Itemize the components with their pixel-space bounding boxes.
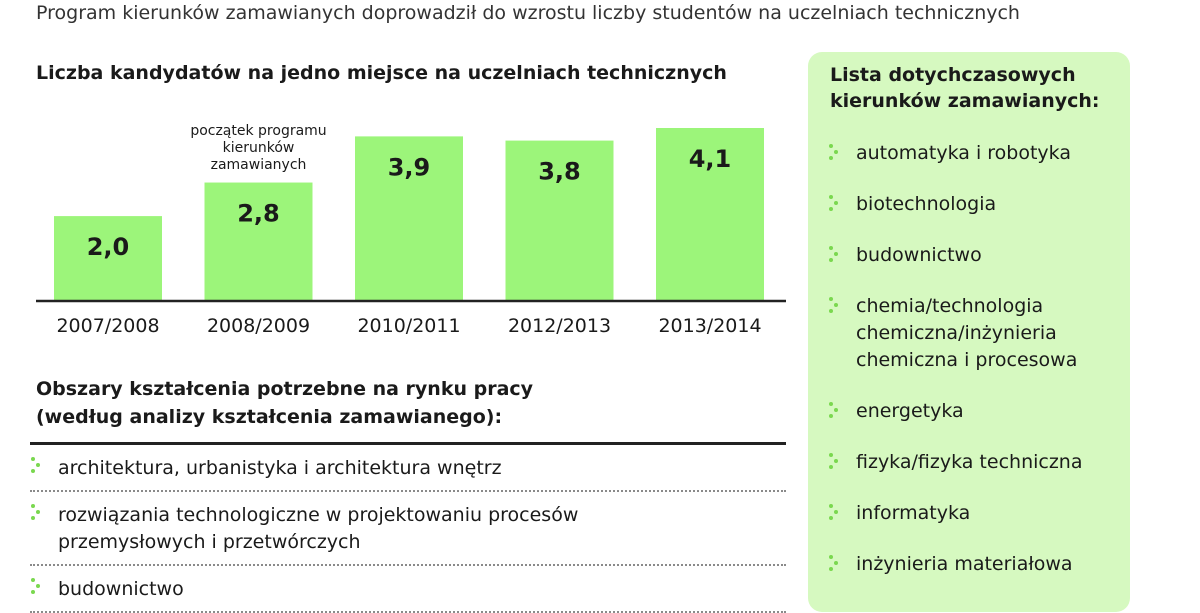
green-dotted-chevron-icon bbox=[828, 143, 842, 161]
green-dotted-chevron-icon bbox=[828, 401, 842, 419]
list-item: automatyka i robotyka bbox=[828, 140, 1128, 167]
side-title-line: kierunków zamawianych: bbox=[830, 90, 1100, 112]
list-item-text: rozwiązania technologiczne w projektowan… bbox=[58, 504, 579, 526]
x-tick-label: 2012/2013 bbox=[508, 315, 611, 337]
bar-value-label: 3,9 bbox=[388, 153, 431, 181]
list-item-text: energetyka bbox=[856, 400, 964, 422]
list-item-text: budownictwo bbox=[58, 578, 184, 600]
side-panel: Lista dotychczasowych kierunków zamawian… bbox=[808, 52, 1130, 612]
list-item-text: automatyka i robotyka bbox=[856, 142, 1071, 164]
list-item-text: informatyka bbox=[856, 502, 971, 524]
green-dotted-chevron-icon bbox=[30, 577, 44, 595]
side-panel-title: Lista dotychczasowych kierunków zamawian… bbox=[830, 62, 1130, 114]
list-item: biotechnologia bbox=[828, 191, 1128, 218]
page-headline: Program kierunków zamawianych doprowadzi… bbox=[36, 2, 1020, 24]
areas-title: Obszary kształcenia potrzebne na rynku p… bbox=[36, 375, 796, 431]
green-dotted-chevron-icon bbox=[828, 503, 842, 521]
x-tick-label: 2013/2014 bbox=[658, 315, 761, 337]
bar-value-label: 4,1 bbox=[689, 145, 732, 173]
side-title-line: Lista dotychczasowych bbox=[830, 64, 1076, 86]
areas-list: architektura, urbanistyka i architektura… bbox=[30, 445, 786, 613]
list-item: energetyka bbox=[828, 398, 1128, 425]
list-item: informatyka bbox=[828, 500, 1128, 527]
divider bbox=[30, 442, 786, 445]
list-item-text: chemiczna i procesowa bbox=[856, 349, 1078, 371]
list-item: chemia/technologia chemiczna/inżynieria ch… bbox=[828, 293, 1128, 374]
list-item-text: budownictwo bbox=[856, 244, 982, 266]
bar-chart: 2,0 2007/2008 2,8 2008/2009 3,9 2010/2011 3,8 2… bbox=[36, 123, 786, 337]
list-item-text: architektura, urbanistyka i architektura… bbox=[58, 457, 502, 479]
areas-title-line: Obszary kształcenia potrzebne na rynku p… bbox=[36, 378, 534, 400]
annotation-line: kierunków bbox=[223, 140, 295, 156]
areas-title-line: (według analizy kształcenia zamawianego)… bbox=[36, 406, 503, 428]
bar bbox=[54, 216, 162, 300]
annotation-line: początek programu bbox=[190, 123, 326, 139]
x-tick-label: 2007/2008 bbox=[56, 315, 159, 337]
list-item: budownictwo bbox=[828, 242, 1128, 269]
green-dotted-chevron-icon bbox=[828, 194, 842, 212]
bar bbox=[204, 182, 313, 300]
bar bbox=[355, 136, 463, 300]
list-item: architektura, urbanistyka i architektura… bbox=[30, 445, 786, 492]
green-dotted-chevron-icon bbox=[30, 503, 44, 521]
bar bbox=[656, 128, 764, 300]
list-item-text: biotechnologia bbox=[856, 193, 997, 215]
x-tick-label: 2008/2009 bbox=[207, 315, 310, 337]
list-item-text: chemia/technologia bbox=[856, 295, 1044, 317]
bar-value-label: 3,8 bbox=[538, 158, 581, 186]
green-dotted-chevron-icon bbox=[828, 245, 842, 263]
side-list: automatyka i robotyka biotechnologia budow… bbox=[828, 140, 1128, 602]
annotation-line: zamawianych bbox=[211, 157, 307, 173]
list-item: rozwiązania technologiczne w projektowan… bbox=[30, 492, 786, 566]
x-tick-label: 2010/2011 bbox=[357, 315, 460, 337]
list-item: inżynieria materiałowa bbox=[828, 551, 1128, 578]
list-item: budownictwo bbox=[30, 566, 786, 613]
bar bbox=[505, 140, 614, 300]
green-dotted-chevron-icon bbox=[30, 456, 44, 474]
list-item-text: fizyka/fizyka techniczna bbox=[856, 451, 1083, 473]
list-item-text: przemysłowych i przetwórczych bbox=[58, 531, 361, 553]
green-dotted-chevron-icon bbox=[828, 554, 842, 572]
bar-value-label: 2,8 bbox=[237, 200, 280, 228]
chart-title: Liczba kandydatów na jedno miejsce na uc… bbox=[36, 62, 727, 84]
green-dotted-chevron-icon bbox=[828, 296, 842, 314]
list-item-text: inżynieria materiałowa bbox=[856, 553, 1073, 575]
green-dotted-chevron-icon bbox=[828, 452, 842, 470]
list-item-text: chemiczna/inżynieria bbox=[856, 322, 1057, 344]
bar-value-label: 2,0 bbox=[87, 233, 130, 261]
list-item: fizyka/fizyka techniczna bbox=[828, 449, 1128, 476]
